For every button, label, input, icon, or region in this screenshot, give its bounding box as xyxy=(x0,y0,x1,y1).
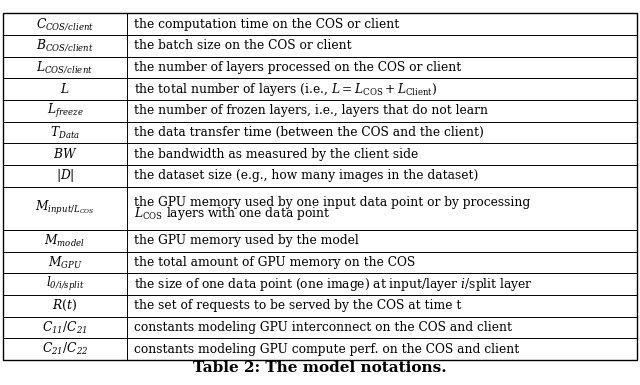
Text: the bandwidth as measured by the client side: the bandwidth as measured by the client … xyxy=(134,148,419,161)
Text: the batch size on the COS or client: the batch size on the COS or client xyxy=(134,39,352,52)
Text: the dataset size (e.g., how many images in the dataset): the dataset size (e.g., how many images … xyxy=(134,169,479,182)
Text: constants modeling GPU compute perf. on the COS and client: constants modeling GPU compute perf. on … xyxy=(134,343,520,356)
Text: $T_{\mathregular{Data}}$: $T_{\mathregular{Data}}$ xyxy=(50,124,80,141)
Text: $l_{\mathregular{0/i/split}}$: $l_{\mathregular{0/i/split}}$ xyxy=(45,275,84,293)
Text: the set of requests to be served by the COS at time t: the set of requests to be served by the … xyxy=(134,299,462,312)
Text: the data transfer time (between the COS and the client): the data transfer time (between the COS … xyxy=(134,126,484,139)
Text: $L$: $L$ xyxy=(60,82,70,96)
Text: the size of one data point (one image) at input/layer $i$/split layer: the size of one data point (one image) a… xyxy=(134,276,533,293)
Text: constants modeling GPU interconnect on the COS and client: constants modeling GPU interconnect on t… xyxy=(134,321,513,334)
Text: the total amount of GPU memory on the COS: the total amount of GPU memory on the CO… xyxy=(134,256,416,269)
Text: the total number of layers (i.e., $L = L_{\mathregular{COS}} + L_{\mathregular{C: the total number of layers (i.e., $L = L… xyxy=(134,81,438,98)
Text: $M_{\mathregular{model}}$: $M_{\mathregular{model}}$ xyxy=(45,233,86,249)
Text: $BW$: $BW$ xyxy=(52,147,77,161)
Text: the computation time on the COS or client: the computation time on the COS or clien… xyxy=(134,18,400,31)
Bar xyxy=(3,13,637,360)
Text: $|D|$: $|D|$ xyxy=(56,167,74,184)
Text: the number of frozen layers, i.e., layers that do not learn: the number of frozen layers, i.e., layer… xyxy=(134,104,488,117)
Text: $C_{\mathregular{11}}/C_{\mathregular{21}}$: $C_{\mathregular{11}}/C_{\mathregular{21… xyxy=(42,320,88,336)
Text: the number of layers processed on the COS or client: the number of layers processed on the CO… xyxy=(134,61,461,74)
Text: $M_{\mathregular{GPU}}$: $M_{\mathregular{GPU}}$ xyxy=(47,254,83,271)
Text: $R(\mathregular{t})$: $R(\mathregular{t})$ xyxy=(52,298,77,313)
Text: $L_{\mathregular{COS/client}}$: $L_{\mathregular{COS/client}}$ xyxy=(36,59,93,76)
Text: $C_{\mathregular{COS/client}}$: $C_{\mathregular{COS/client}}$ xyxy=(36,16,94,32)
Text: $M_{\mathregular{input}/L_{\mathregular{COS}}}$: $M_{\mathregular{input}/L_{\mathregular{… xyxy=(35,199,95,218)
Text: $B_{\mathregular{COS/client}}$: $B_{\mathregular{COS/client}}$ xyxy=(36,38,94,54)
Text: the GPU memory used by one input data point or by processing: the GPU memory used by one input data po… xyxy=(134,196,531,209)
Text: the GPU memory used by the model: the GPU memory used by the model xyxy=(134,234,359,248)
Text: $L_{\mathregular{COS}}$ layers with one data point: $L_{\mathregular{COS}}$ layers with one … xyxy=(134,205,331,222)
Text: $C_{\mathregular{21}}/C_{\mathregular{22}}$: $C_{\mathregular{21}}/C_{\mathregular{22… xyxy=(42,341,88,357)
Text: Table 2: The model notations.: Table 2: The model notations. xyxy=(193,362,447,375)
Text: $L_{\mathregular{freeze}}$: $L_{\mathregular{freeze}}$ xyxy=(47,102,83,120)
